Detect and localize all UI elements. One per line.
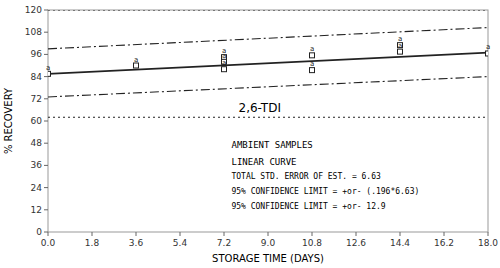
y-tick xyxy=(44,121,48,122)
line-dotted xyxy=(48,10,488,11)
y-tick xyxy=(44,10,48,11)
x-tick-label: 12.6 xyxy=(346,238,366,248)
x-tick-label: 16.2 xyxy=(434,238,454,248)
x-axis-label: STORAGE TIME (DAYS) xyxy=(212,253,324,264)
x-tick xyxy=(488,232,489,236)
line-dotted xyxy=(48,117,488,118)
line-dashdot xyxy=(48,77,488,97)
y-axis-label: % RECOVERY xyxy=(3,87,14,154)
y-tick xyxy=(44,76,48,77)
data-point xyxy=(486,51,489,56)
annotations: 2,6-TDI AMBIENT SAMPLES LINEAR CURVE TOTAL … xyxy=(231,101,419,210)
y-tick xyxy=(44,143,48,144)
y-tick xyxy=(44,209,48,210)
point-label: a xyxy=(486,43,490,51)
chart-container: 0.0 1.8 3.6 5.4 7.2 9.0 10.8 12.6 14.4 16.2 18.0 0 1… xyxy=(0,0,500,268)
point-label: a xyxy=(222,59,226,67)
annotation: AMBIENT SAMPLES xyxy=(231,140,312,150)
y-tick-label: 0 xyxy=(36,227,42,237)
y-tick-label: 36 xyxy=(31,160,43,170)
x-tick xyxy=(92,232,93,236)
data-point xyxy=(398,49,403,54)
x-tick-label: 18.0 xyxy=(478,238,498,248)
point-label: a xyxy=(398,42,402,50)
y-tick xyxy=(44,165,48,166)
x-tick xyxy=(400,232,401,236)
x-tick xyxy=(180,232,181,236)
x-tick xyxy=(268,232,269,236)
y-tick xyxy=(44,32,48,33)
x-tick-label: 9.0 xyxy=(261,238,276,248)
y-tick-label: 12 xyxy=(31,205,42,215)
data-point xyxy=(310,68,315,73)
point-label: a xyxy=(134,56,138,64)
data-point xyxy=(48,71,51,76)
x-tick xyxy=(444,232,445,236)
y-tick-label: 108 xyxy=(25,27,42,37)
x-tick-label: 3.6 xyxy=(129,238,144,248)
annotation: 2,6-TDI xyxy=(239,101,281,115)
x-tick xyxy=(48,232,49,236)
x-tick xyxy=(136,232,137,236)
line-dashdot xyxy=(48,28,488,49)
y-tick xyxy=(44,187,48,188)
y-tick-label: 96 xyxy=(31,49,43,59)
x-tick-label: 0.0 xyxy=(41,238,56,248)
x-tick-label: 1.8 xyxy=(85,238,100,248)
y-tick-label: 60 xyxy=(31,116,43,126)
annotation: 95% CONFIDENCE LIMIT = +or- (.196*6.63) xyxy=(231,187,419,196)
chart-svg: 0.0 1.8 3.6 5.4 7.2 9.0 10.8 12.6 14.4 16.2 18.0 0 1… xyxy=(0,0,500,268)
y-tick-label: 84 xyxy=(31,72,43,82)
point-label: a xyxy=(310,45,314,53)
point-label: a xyxy=(310,60,314,68)
point-label: a xyxy=(46,64,50,72)
x-tick xyxy=(356,232,357,236)
data-point xyxy=(310,53,315,58)
x-tick-label: 7.2 xyxy=(217,238,231,248)
point-labels: aaaaaaaaaa xyxy=(46,35,490,72)
data-point xyxy=(222,67,227,72)
plot-area xyxy=(48,10,488,117)
x-tick xyxy=(312,232,313,236)
x-tick-label: 10.8 xyxy=(302,238,322,248)
y-tick-label: 72 xyxy=(31,94,42,104)
data-point xyxy=(134,63,139,68)
y-tick xyxy=(44,232,48,233)
plot-frame xyxy=(48,10,488,232)
axes: 0.0 1.8 3.6 5.4 7.2 9.0 10.8 12.6 14.4 16.2 18.0 0 1… xyxy=(25,5,498,248)
x-tick-label: 14.4 xyxy=(390,238,410,248)
x-tick-label: 5.4 xyxy=(173,238,188,248)
annotation: 95% CONFIDENCE LIMIT = +or- 12.9 xyxy=(231,202,385,211)
y-tick-label: 24 xyxy=(31,183,43,193)
y-tick-label: 48 xyxy=(31,138,43,148)
annotation: TOTAL STD. ERROR OF EST. = 6.63 xyxy=(231,172,380,181)
y-tick xyxy=(44,98,48,99)
y-tick-label: 120 xyxy=(25,5,42,15)
annotation: LINEAR CURVE xyxy=(231,157,296,167)
y-tick xyxy=(44,54,48,55)
x-tick xyxy=(224,232,225,236)
line-solid xyxy=(48,53,488,74)
